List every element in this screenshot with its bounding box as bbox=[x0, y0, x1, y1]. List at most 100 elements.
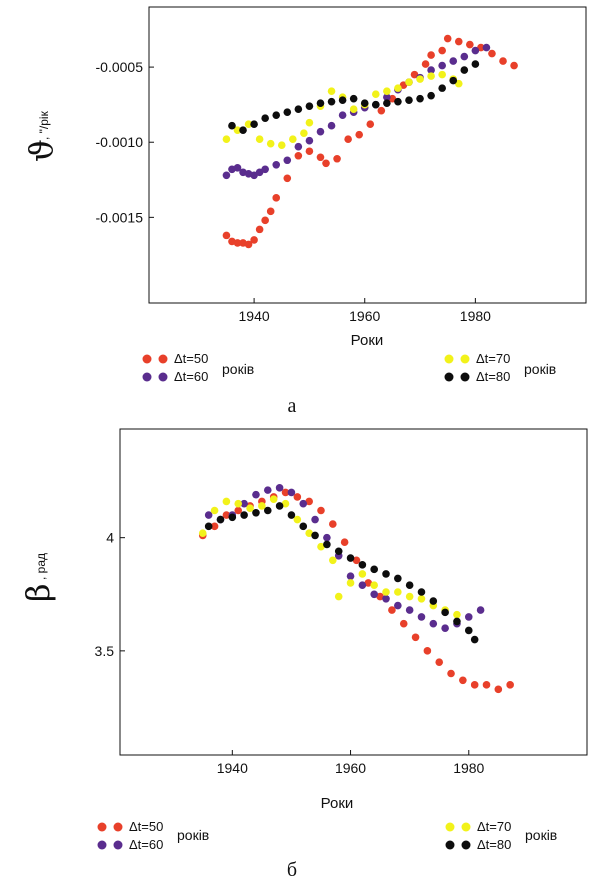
legend-b-unit-left: років bbox=[177, 827, 209, 843]
chart-a-point-dt70 bbox=[371, 90, 380, 98]
legend-a-dt70-marker-2 bbox=[460, 354, 470, 364]
chart-a-point-dt60 bbox=[427, 66, 435, 74]
chart-a-point-dt70 bbox=[266, 139, 275, 148]
chart-b-point-dt70 bbox=[382, 588, 390, 596]
chart-b-point-dt50 bbox=[411, 633, 420, 642]
chart-a-point-dt80 bbox=[416, 94, 424, 103]
chart-a-points bbox=[222, 34, 518, 249]
svg-text:β: β bbox=[19, 584, 57, 603]
chart-a-point-dt50 bbox=[244, 240, 253, 249]
legend-a-dt60-label: Δt=60 bbox=[174, 369, 208, 384]
chart-b-point-dt50 bbox=[234, 506, 243, 515]
chart-a-point-dt60 bbox=[222, 171, 231, 180]
chart-b-point-dt60 bbox=[358, 581, 367, 590]
chart-b-xtick-label: 1960 bbox=[335, 760, 366, 776]
chart-a-point-dt80 bbox=[261, 114, 269, 122]
chart-b-point-dt60 bbox=[287, 488, 296, 497]
chart-b-point-dt70 bbox=[334, 592, 343, 601]
chart-a-point-dt80 bbox=[283, 108, 292, 116]
chart-a-point-dt70 bbox=[244, 120, 253, 128]
legend-b-dt70-marker-1 bbox=[445, 822, 455, 832]
chart-a-point-dt50 bbox=[316, 153, 325, 162]
chart-a-point-dt80 bbox=[272, 111, 281, 119]
chart-a-point-dt50 bbox=[250, 236, 258, 244]
chart-a-point-dt50 bbox=[421, 60, 430, 68]
chart-b-point-dt50 bbox=[482, 681, 491, 689]
chart-a-point-dt50 bbox=[499, 57, 507, 65]
caption-b: б bbox=[287, 859, 297, 881]
chart-b-point-dt70 bbox=[222, 497, 231, 506]
chart-a-point-dt60 bbox=[316, 127, 325, 136]
chart-b-point-dt60 bbox=[429, 619, 438, 628]
chart-b-point-dt50 bbox=[293, 493, 302, 501]
chart-a-point-dt70 bbox=[327, 87, 336, 95]
legend-a-unit-right: років bbox=[524, 361, 556, 377]
chart-a-point-dt80 bbox=[294, 105, 303, 113]
chart-a-point-dt50 bbox=[233, 239, 242, 247]
chart-b-point-dt70 bbox=[258, 502, 266, 510]
chart-b-point-dt50 bbox=[352, 556, 361, 565]
chart-a-point-dt50 bbox=[427, 51, 435, 59]
chart-a-point-dt70 bbox=[438, 70, 446, 79]
chart-b-point-dt80 bbox=[470, 635, 479, 644]
chart-b-xtick-label: 1980 bbox=[453, 760, 484, 776]
chart-a-point-dt60 bbox=[482, 43, 491, 52]
chart-a-point-dt60 bbox=[438, 61, 446, 70]
chart-a-point-dt80 bbox=[471, 60, 480, 68]
chart-b-point-dt60 bbox=[394, 601, 402, 610]
chart-b-point-dt80 bbox=[429, 597, 438, 605]
chart-a-point-dt60 bbox=[233, 163, 242, 172]
chart-b-point-dt50 bbox=[399, 619, 408, 628]
chart-a-point-dt50 bbox=[272, 194, 281, 202]
chart-a-point-dt70 bbox=[305, 118, 314, 127]
chart-a-point-dt60 bbox=[460, 52, 469, 61]
chart-b-xtick-label: 1940 bbox=[217, 760, 248, 776]
chart-b-point-dt80 bbox=[216, 515, 225, 524]
chart-a-point-dt80 bbox=[239, 126, 247, 135]
legend-a-dt50-label: Δt=50 bbox=[174, 351, 208, 366]
svg-text:ϑ: ϑ bbox=[22, 139, 60, 162]
chart-b-point-dt70 bbox=[198, 529, 207, 537]
chart-b-point-dt80 bbox=[453, 617, 461, 626]
legend-a-dt70-label: Δt=70 bbox=[476, 351, 510, 366]
chart-b-ticks: 1940 1960 1980 4 3.5 bbox=[95, 530, 485, 776]
chart-a-plot-frame bbox=[148, 6, 587, 304]
svg-text:, "/рік: , "/рік bbox=[37, 110, 51, 140]
chart-b-point-dt70 bbox=[453, 610, 461, 619]
chart-b-point-dt60 bbox=[346, 572, 355, 580]
chart-b-point-dt50 bbox=[281, 488, 290, 497]
chart-a-point-dt70 bbox=[427, 72, 435, 80]
chart-a-point-dt60 bbox=[338, 111, 347, 119]
chart-b-point-dt80 bbox=[334, 547, 343, 556]
chart-b-xlabel: Роки bbox=[321, 795, 354, 812]
chart-a-point-dt80 bbox=[316, 99, 325, 107]
chart-a-point-dt60 bbox=[261, 165, 269, 174]
chart-a-point-dt60 bbox=[383, 93, 391, 101]
legend-a-unit-left: років bbox=[222, 361, 254, 377]
chart-a-point-dt50 bbox=[266, 207, 275, 216]
chart-a-point-dt70 bbox=[255, 135, 264, 144]
chart-a-point-dt50 bbox=[294, 151, 303, 160]
chart-b-point-dt50 bbox=[305, 497, 313, 506]
chart-a-point-dt60 bbox=[471, 46, 480, 55]
chart-b-point-dt60 bbox=[405, 606, 414, 614]
chart-b-point-dt80 bbox=[204, 522, 213, 531]
chart-b-point-dt60 bbox=[240, 499, 248, 508]
chart-a-xtick-label: 1980 bbox=[460, 308, 491, 324]
chart-a-ytick-label: -0.0015 bbox=[96, 209, 144, 225]
chart-a-xlabel: Роки bbox=[351, 332, 384, 349]
legend-a-dt50-marker-2 bbox=[158, 354, 168, 364]
legend-b-dt60-marker-1 bbox=[97, 840, 107, 850]
chart-b-point-dt70 bbox=[210, 506, 219, 515]
chart-b-ylabel: β , рад bbox=[19, 553, 57, 602]
chart-a-point-dt50 bbox=[366, 120, 375, 128]
chart-b-point-dt70 bbox=[358, 570, 367, 578]
chart-b-point-dt60 bbox=[382, 594, 390, 603]
chart-b-plot-frame bbox=[119, 428, 588, 756]
chart-a-point-dt60 bbox=[449, 57, 458, 65]
chart-b-point-dt80 bbox=[263, 506, 272, 515]
chart-a-point-dt80 bbox=[250, 120, 258, 128]
chart-a-point-dt70 bbox=[383, 87, 391, 95]
chart-a-xtick-label: 1960 bbox=[349, 308, 380, 324]
chart-a-point-dt80 bbox=[228, 121, 236, 130]
